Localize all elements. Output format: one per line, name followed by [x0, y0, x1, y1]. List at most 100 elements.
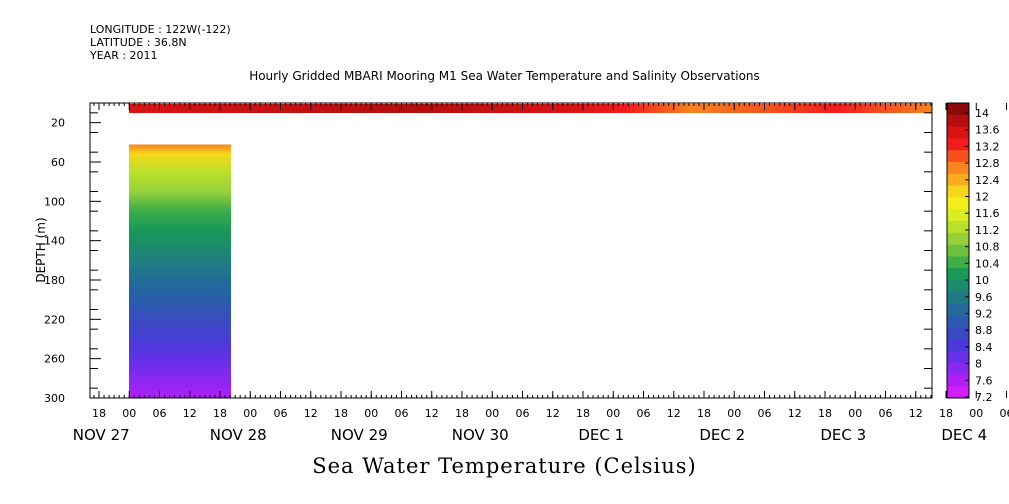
y-tick-label: 100 — [44, 195, 65, 208]
colorbar-swatch — [947, 197, 969, 210]
x-date-label: NOV 29 — [331, 426, 388, 444]
x-hour-label: 06 — [1000, 407, 1009, 420]
x-date-label: DEC 3 — [820, 426, 866, 444]
x-date-label: DEC 4 — [941, 426, 987, 444]
colorbar-swatch — [947, 280, 969, 293]
colorbar-swatch — [947, 114, 969, 128]
colorbar-swatch — [947, 256, 969, 269]
colorbar-label: 9.6 — [975, 291, 993, 304]
x-hour-label: 06 — [637, 407, 651, 420]
colorbar-label: 10.8 — [975, 241, 1000, 254]
colorbar-label: 14 — [975, 107, 989, 120]
x-hour-label: 12 — [788, 407, 802, 420]
x-hour-label: 00 — [243, 407, 257, 420]
colorbar-swatch — [947, 303, 969, 316]
colorbar-label: 10 — [975, 274, 989, 287]
x-hour-label: 12 — [909, 407, 923, 420]
colorbar-swatch — [947, 386, 969, 399]
x-hour-label: 18 — [92, 407, 106, 420]
y-tick-label: 300 — [44, 392, 65, 405]
x-hour-label: 12 — [546, 407, 560, 420]
year-label: YEAR : 2011 — [90, 49, 158, 62]
colorbar-swatch — [947, 232, 969, 246]
colorbar-swatch — [947, 221, 969, 234]
x-hour-label: 06 — [153, 407, 167, 420]
colorbar-frame — [946, 102, 970, 399]
longitude-label: LONGITUDE : 122W(-122) — [90, 23, 231, 36]
x-hour-label: 18 — [455, 407, 469, 420]
x-axis-title: Sea Water Temperature (Celsius) — [312, 454, 697, 478]
x-hour-label: 18 — [213, 407, 227, 420]
colorbar-swatch — [947, 315, 969, 328]
colorbar-swatch — [947, 291, 969, 305]
x-hour-label: 12 — [304, 407, 318, 420]
colorbar-label: 13.6 — [975, 124, 1000, 137]
x-hour-label: 00 — [122, 407, 136, 420]
x-hour-label: 06 — [274, 407, 288, 420]
colorbar-label: 7.6 — [975, 374, 993, 387]
colorbar-swatch — [947, 185, 969, 198]
colorbar-swatch — [947, 138, 969, 151]
colorbar-label: 8.8 — [975, 324, 993, 337]
colorbar-label: 13.2 — [975, 140, 1000, 153]
y-tick-label: 220 — [44, 313, 65, 326]
colorbar-swatch — [947, 362, 969, 375]
colorbar-label: 12.8 — [975, 157, 1000, 170]
colorbar-swatch — [947, 126, 969, 139]
x-hour-label: 18 — [697, 407, 711, 420]
x-hour-label: 18 — [334, 407, 348, 420]
x-hour-label: 06 — [758, 407, 772, 420]
depth-profile-block — [129, 144, 231, 398]
colorbar-swatch — [947, 268, 969, 281]
colorbar-label: 7.2 — [975, 391, 993, 404]
x-hour-label: 06 — [879, 407, 893, 420]
colorbar-swatch — [947, 327, 969, 340]
chart-title: Hourly Gridded MBARI Mooring M1 Sea Wate… — [249, 69, 760, 83]
x-hour-label: 00 — [848, 407, 862, 420]
colorbar-label: 12.4 — [975, 174, 1000, 187]
colorbar-swatch — [947, 339, 969, 352]
x-hour-label: 12 — [667, 407, 681, 420]
x-hour-label: 06 — [516, 407, 530, 420]
colorbar-label: 10.4 — [975, 257, 1000, 270]
colorbar-label: 8.4 — [975, 341, 993, 354]
y-axis-title: DEPTH (m) — [34, 217, 48, 282]
x-hour-label: 18 — [818, 407, 832, 420]
y-tick-label: 140 — [44, 235, 65, 248]
colorbar-swatch — [947, 209, 969, 222]
x-date-label: NOV 30 — [452, 426, 509, 444]
x-hour-label: 12 — [425, 407, 439, 420]
y-tick-label: 60 — [51, 156, 65, 169]
x-date-label: NOV 28 — [210, 426, 267, 444]
colorbar-label: 11.2 — [975, 224, 1000, 237]
x-hour-label: 18 — [939, 407, 953, 420]
x-hour-label: 00 — [364, 407, 378, 420]
x-hour-label: 12 — [183, 407, 197, 420]
colorbar-label: 9.2 — [975, 307, 993, 320]
colorbar-swatch — [947, 150, 969, 163]
colorbar-label: 12 — [975, 191, 989, 204]
y-tick-label: 260 — [44, 353, 65, 366]
colorbar-label: 8 — [975, 358, 982, 371]
x-hour-label: 00 — [606, 407, 620, 420]
x-date-label: NOV 27 — [73, 426, 130, 444]
x-hour-label: 18 — [576, 407, 590, 420]
x-date-label: DEC 2 — [699, 426, 745, 444]
colorbar-swatch — [947, 162, 969, 175]
x-hour-label: 00 — [969, 407, 983, 420]
y-tick-label: 20 — [51, 117, 65, 130]
colorbar-swatch — [947, 374, 969, 387]
colorbar-swatch — [947, 350, 969, 364]
colorbar-swatch — [947, 173, 969, 187]
surface-temperature-band — [129, 104, 932, 113]
x-hour-label: 00 — [485, 407, 499, 420]
x-hour-label: 06 — [395, 407, 409, 420]
x-date-label: DEC 1 — [578, 426, 624, 444]
colorbar-swatch — [947, 103, 969, 116]
latitude-label: LATITUDE : 36.8N — [90, 36, 187, 49]
colorbar-swatch — [947, 244, 969, 257]
x-hour-label: 00 — [727, 407, 741, 420]
y-tick-label: 180 — [44, 274, 65, 287]
colorbar-label: 11.6 — [975, 207, 1000, 220]
